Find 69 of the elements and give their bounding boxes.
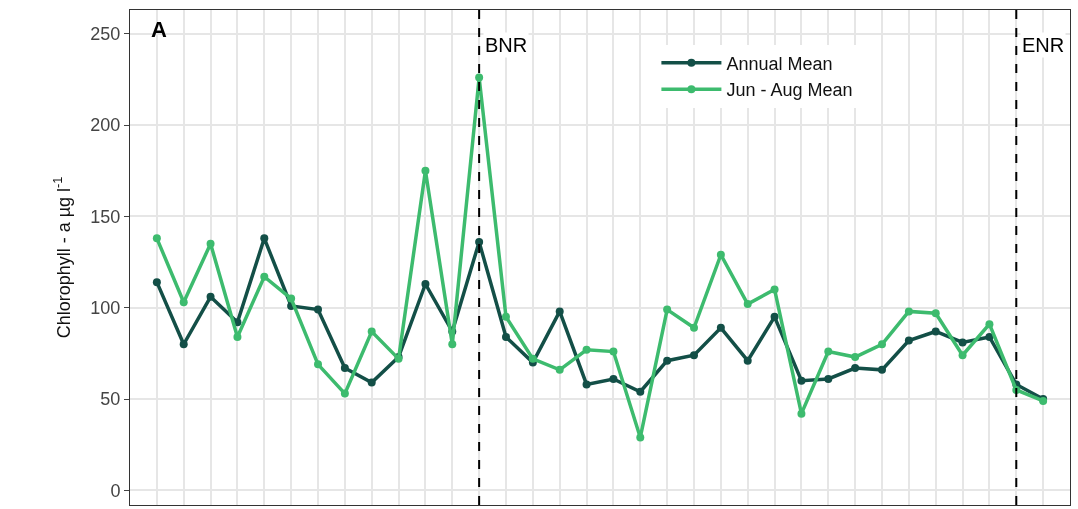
point bbox=[797, 376, 806, 385]
point bbox=[528, 354, 537, 363]
point bbox=[609, 374, 618, 383]
point bbox=[851, 353, 860, 362]
point bbox=[340, 364, 349, 373]
point bbox=[824, 347, 833, 356]
point bbox=[716, 250, 725, 259]
point bbox=[797, 409, 806, 418]
point bbox=[233, 332, 242, 341]
point bbox=[314, 305, 322, 314]
point bbox=[206, 239, 215, 248]
y-tick-label: 150 bbox=[90, 206, 121, 227]
point bbox=[502, 312, 510, 321]
point bbox=[367, 327, 376, 336]
point bbox=[152, 234, 161, 243]
point bbox=[609, 347, 618, 356]
point bbox=[340, 389, 349, 398]
point bbox=[931, 327, 940, 336]
point bbox=[958, 338, 967, 347]
point bbox=[663, 305, 672, 314]
point bbox=[958, 351, 967, 360]
point bbox=[179, 340, 188, 349]
legend-label: Annual Mean bbox=[726, 53, 833, 74]
point bbox=[152, 278, 161, 287]
point bbox=[421, 279, 430, 288]
point bbox=[502, 332, 510, 341]
point bbox=[931, 309, 940, 318]
point bbox=[716, 323, 725, 332]
point bbox=[421, 166, 430, 175]
y-tick-label: 50 bbox=[100, 389, 121, 410]
point bbox=[690, 323, 698, 332]
point bbox=[985, 320, 994, 329]
point bbox=[555, 365, 564, 374]
y-tick-label: 200 bbox=[90, 115, 121, 136]
point bbox=[555, 307, 564, 316]
point bbox=[904, 336, 913, 345]
point bbox=[206, 292, 215, 301]
point bbox=[878, 365, 886, 374]
point bbox=[690, 351, 698, 360]
point bbox=[770, 285, 779, 294]
point bbox=[582, 380, 591, 389]
point bbox=[824, 374, 833, 383]
point bbox=[475, 73, 484, 82]
annotation: BNR bbox=[485, 34, 528, 56]
point bbox=[448, 340, 457, 349]
point bbox=[904, 307, 913, 316]
point bbox=[851, 364, 860, 373]
point bbox=[663, 356, 672, 365]
point bbox=[314, 360, 322, 369]
chart-title: A bbox=[151, 17, 167, 42]
point bbox=[260, 272, 269, 281]
point bbox=[985, 332, 994, 341]
y-tick-label: 250 bbox=[90, 24, 121, 45]
point bbox=[636, 387, 645, 396]
point bbox=[770, 312, 779, 321]
point bbox=[582, 345, 591, 354]
y-tick-label: 0 bbox=[110, 480, 121, 501]
point bbox=[367, 378, 376, 387]
point bbox=[878, 340, 886, 349]
point bbox=[179, 298, 188, 307]
legend-label: Jun - Aug Mean bbox=[726, 80, 853, 101]
point bbox=[743, 356, 752, 365]
point bbox=[743, 300, 752, 309]
point bbox=[636, 433, 645, 442]
y-tick-label: 100 bbox=[90, 298, 121, 319]
point bbox=[260, 234, 269, 243]
point bbox=[475, 237, 484, 246]
point bbox=[287, 294, 296, 303]
annotation: ENR bbox=[1022, 34, 1065, 56]
